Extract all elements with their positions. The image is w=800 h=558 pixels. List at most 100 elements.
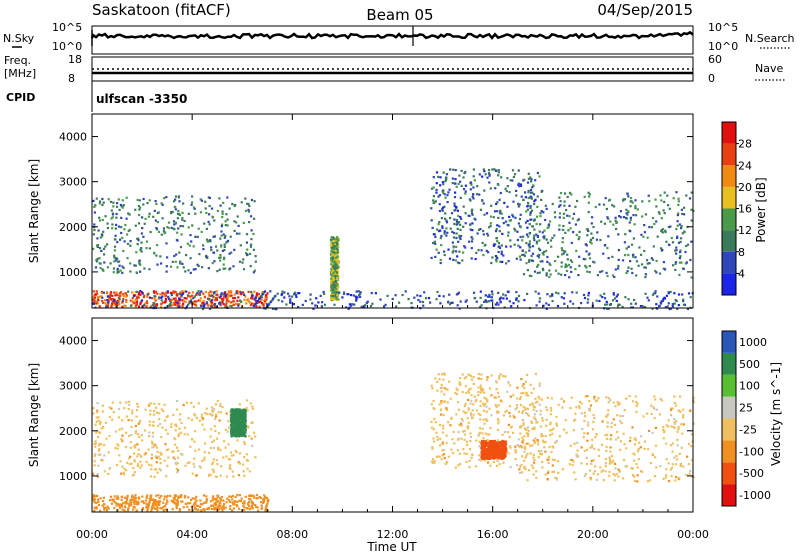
velocity-cell (515, 458, 517, 460)
power-cell (191, 204, 193, 206)
power-cell (218, 257, 220, 259)
velocity-cell (636, 405, 638, 407)
velocity-cell (249, 498, 251, 500)
power-cell (529, 214, 531, 216)
power-cell (190, 240, 192, 242)
power-cell (201, 200, 203, 202)
power-cell (578, 256, 580, 258)
power-cell (499, 230, 501, 232)
velocity-cell (498, 378, 500, 380)
power-cell (431, 219, 433, 221)
power-cell (221, 225, 223, 227)
power-cell (486, 212, 488, 214)
power-cell (500, 297, 502, 299)
power-cell (135, 251, 137, 253)
velocity-cell (114, 447, 116, 449)
power-cell (652, 259, 654, 261)
power-cell (132, 297, 134, 299)
velocity-cell (638, 458, 640, 460)
power-cell (223, 258, 225, 260)
velocity-cell (532, 467, 534, 469)
power-cell (683, 268, 685, 270)
power-cell (563, 213, 565, 215)
velocity-cell (189, 502, 191, 504)
velocity-cell (450, 398, 452, 400)
velocity-cell (165, 429, 167, 431)
velocity-cell (614, 424, 616, 426)
velocity-cell (108, 435, 110, 437)
velocity-cell (96, 495, 98, 497)
velocity-cell (181, 501, 183, 503)
velocity-cell (111, 503, 113, 505)
velocity-cell (521, 455, 523, 457)
power-cell (690, 241, 692, 243)
cpid-label: CPID (6, 91, 35, 104)
velocity-cell (170, 426, 172, 428)
velocity-cell (526, 432, 528, 434)
power-cell (508, 260, 510, 262)
power-cell (498, 246, 500, 248)
power-cell (510, 179, 512, 181)
power-cell (684, 251, 686, 253)
power-cell (205, 291, 207, 293)
velocity-cell (530, 384, 532, 386)
velocity-cell (535, 477, 537, 479)
power-cell (118, 303, 120, 305)
power-cell (523, 179, 525, 181)
velocity-cell (470, 394, 472, 396)
power-cell (283, 291, 285, 293)
velocity-cell (122, 508, 124, 510)
power-cell (620, 210, 622, 212)
power-cell (142, 236, 144, 238)
power-cell (528, 261, 530, 263)
velocity-cell (524, 427, 526, 429)
velocity-cell (204, 451, 206, 453)
power-cell (177, 210, 179, 212)
power-colorbar-label: Power [dB] (754, 177, 768, 242)
power-cell (440, 262, 442, 264)
velocity-cell (119, 507, 121, 509)
power-cell (111, 209, 113, 211)
velocity-cell (153, 410, 155, 412)
power-cell (613, 292, 615, 294)
power-cell (451, 231, 453, 233)
power-cell (635, 303, 637, 305)
power-cell (243, 294, 245, 296)
velocity-cell (611, 455, 613, 457)
power-cell (209, 223, 211, 225)
power-cell (491, 256, 493, 258)
velocity-cell (102, 410, 104, 412)
power-cell (631, 272, 633, 274)
velocity-cell (459, 453, 461, 455)
velocity-cell (156, 461, 158, 463)
power-cell (678, 304, 680, 306)
velocity-cell (151, 441, 153, 443)
power-cell (107, 223, 109, 225)
power-cell (577, 274, 579, 276)
velocity-cell (584, 412, 586, 414)
velocity-cell (132, 467, 134, 469)
power-cell (529, 207, 531, 209)
velocity-cell (232, 471, 234, 473)
power-cell (232, 265, 234, 267)
power-cell (332, 272, 334, 274)
velocity-cell (690, 445, 692, 447)
power-cell (433, 201, 435, 203)
velocity-cell (150, 475, 152, 477)
power-cell (331, 292, 333, 294)
power-cell (423, 291, 425, 293)
velocity-cell (262, 498, 264, 500)
velocity-cell (674, 402, 676, 404)
velocity-cell (502, 434, 504, 436)
power-cell (383, 305, 385, 307)
velocity-cell (547, 478, 549, 480)
velocity-cell (98, 444, 100, 446)
power-cell (432, 227, 434, 229)
velocity-cell (623, 443, 625, 445)
power-cell (443, 172, 445, 174)
velocity-cell (462, 410, 464, 412)
power-cell (112, 213, 114, 215)
velocity-cell (261, 504, 263, 506)
power-cell (616, 221, 618, 223)
power-cell (679, 262, 681, 264)
